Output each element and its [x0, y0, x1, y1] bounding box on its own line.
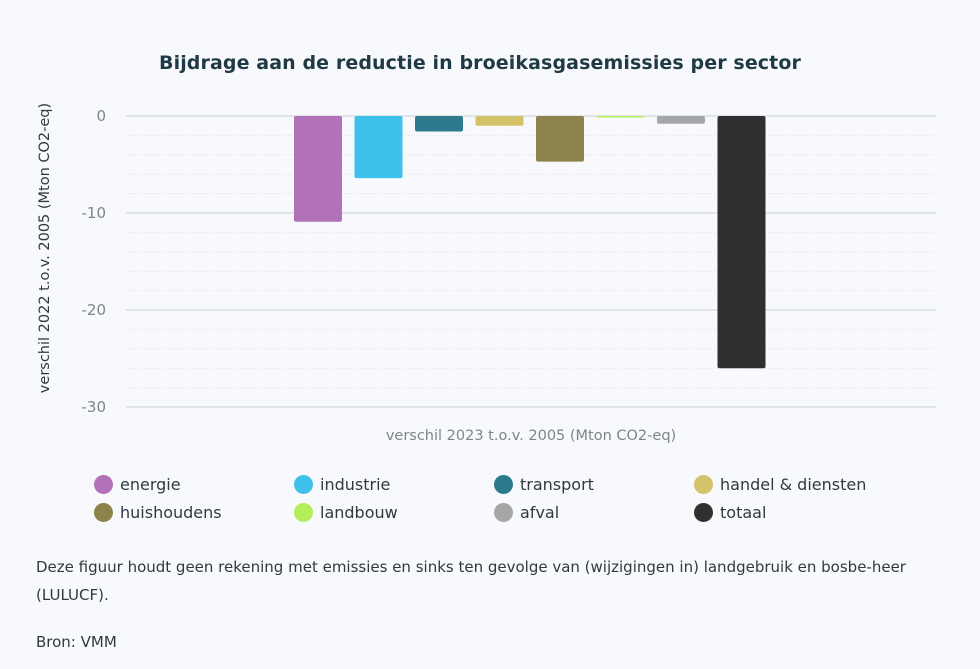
legend-label: industrie — [320, 474, 391, 494]
legend-label: afval — [520, 502, 560, 522]
legend-item[interactable]: industrie — [294, 474, 494, 494]
legend-item[interactable]: totaal — [694, 502, 934, 522]
grid-lines — [126, 115, 936, 408]
y-tick-label: 0 — [96, 107, 106, 125]
legend: energie industrie transport handel & dienst… — [94, 474, 934, 522]
bar-totaal[interactable] — [717, 116, 766, 369]
bar-industrie[interactable] — [354, 116, 403, 179]
legend-label: landbouw — [320, 502, 398, 522]
legend-item[interactable]: huishoudens — [94, 502, 294, 522]
legend-swatch — [494, 474, 513, 494]
chart-title: Bijdrage aan de reductie in broeikasgase… — [159, 52, 801, 74]
y-axis-ticks: 0 -10 -20 -30 — [82, 107, 107, 416]
legend-swatch — [94, 502, 113, 522]
legend-label: transport — [520, 474, 594, 494]
legend-item[interactable]: energie — [94, 474, 294, 494]
legend-swatch — [94, 474, 113, 494]
bar-handel-diensten[interactable] — [475, 116, 524, 126]
y-tick-label: -20 — [82, 301, 107, 319]
legend-label: huishoudens — [120, 502, 222, 522]
x-axis-label: verschil 2023 t.o.v. 2005 (Mton CO2-eq) — [385, 428, 677, 444]
legend-item[interactable]: transport — [494, 474, 694, 494]
legend-swatch — [694, 474, 713, 494]
bars — [294, 116, 766, 369]
y-axis-label: verschil 2022 t.o.v. 2005 (Mton CO2-eq) — [37, 102, 53, 394]
y-tick-label: -30 — [82, 398, 107, 416]
bar-landbouw[interactable] — [596, 116, 645, 118]
bar-energie[interactable] — [294, 116, 342, 222]
legend-item[interactable]: landbouw — [294, 502, 494, 522]
y-tick-label: -10 — [82, 204, 107, 222]
bar-huishoudens[interactable] — [536, 116, 584, 162]
legend-swatch — [694, 502, 713, 522]
legend-item[interactable]: afval — [494, 502, 694, 522]
legend-label: handel & diensten — [720, 474, 867, 494]
source-text: Bron: VMM — [36, 633, 117, 651]
legend-item[interactable]: handel & diensten — [694, 474, 934, 494]
footnote: Deze figuur houdt geen rekening met emis… — [36, 558, 906, 604]
bar-transport[interactable] — [415, 116, 463, 132]
legend-swatch — [494, 502, 513, 522]
legend-swatch — [294, 502, 313, 522]
legend-label: totaal — [720, 502, 767, 522]
plot-area: 0 -10 -20 -30 — [82, 107, 936, 416]
legend-label: energie — [120, 474, 181, 494]
bar-afval[interactable] — [657, 116, 705, 124]
legend-swatch — [294, 474, 313, 494]
